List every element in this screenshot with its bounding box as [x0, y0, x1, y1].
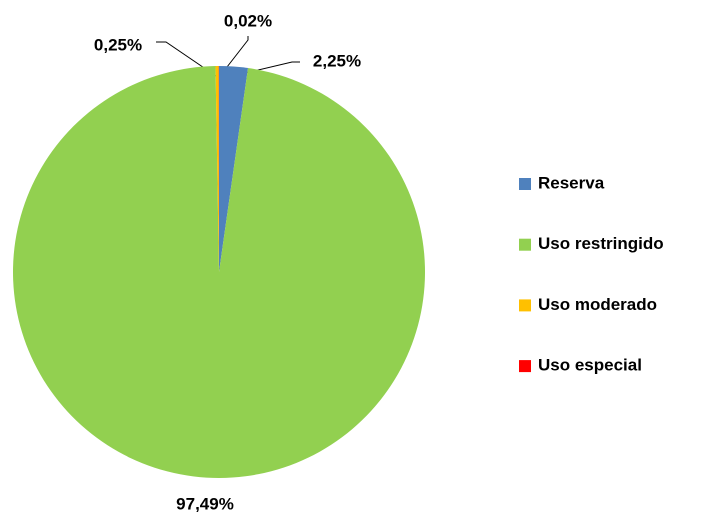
pie-slice: [215, 66, 219, 273]
legend-swatch: [519, 299, 531, 312]
legend-swatch: [519, 360, 531, 373]
legend-label: Uso especial: [538, 356, 642, 375]
legend-label: Reserva: [538, 173, 605, 192]
legend-swatch: [519, 178, 531, 190]
data-label: 97,49%: [176, 494, 234, 513]
legend-swatch: [519, 238, 531, 251]
leader-line: [219, 36, 249, 77]
legend-label: Uso moderado: [538, 295, 657, 314]
pie-slice: [13, 66, 426, 479]
data-label: 2,25%: [313, 51, 361, 70]
leader-line: [156, 41, 217, 77]
data-label: 0,25%: [94, 35, 142, 54]
data-label: 0,02%: [224, 11, 272, 30]
pie-slice: [219, 66, 249, 272]
legend-label: Uso restringido: [538, 234, 664, 253]
